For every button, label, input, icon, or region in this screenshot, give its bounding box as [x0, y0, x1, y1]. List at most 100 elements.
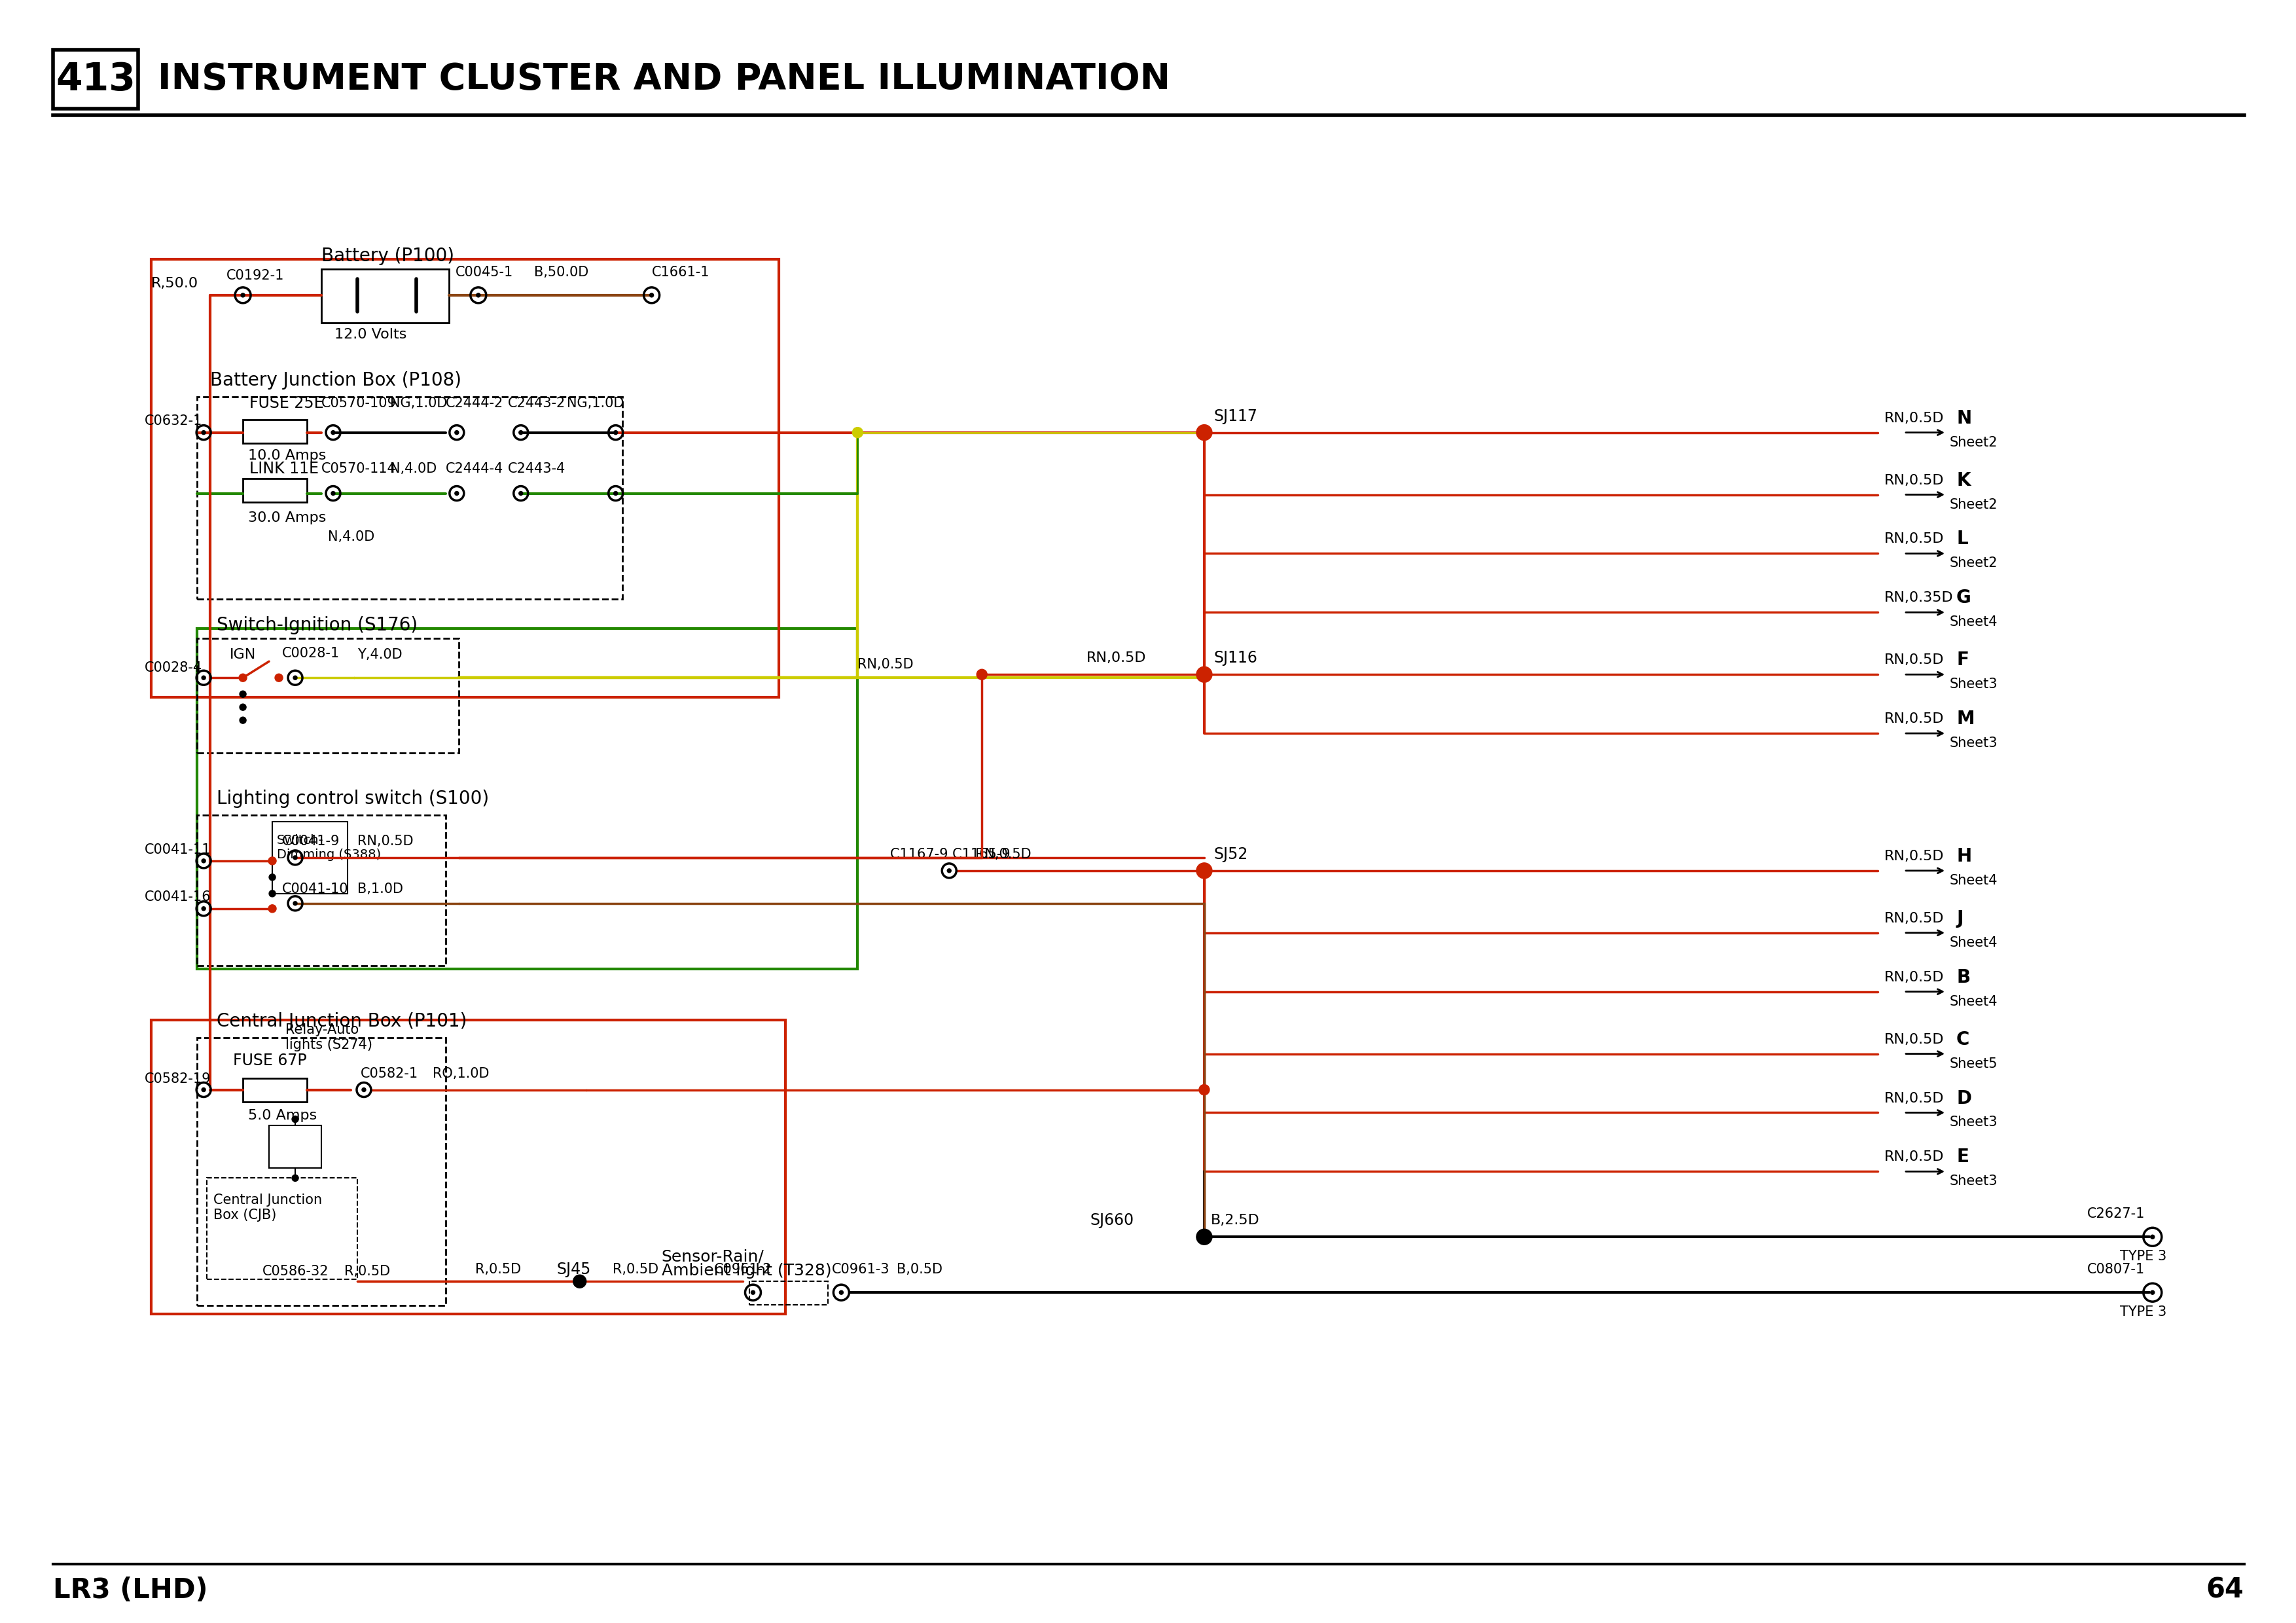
Text: RN,0.5D: RN,0.5D [1885, 532, 1945, 545]
Circle shape [363, 1087, 365, 1092]
Bar [243, 419, 308, 443]
Text: C2444-2: C2444-2 [445, 396, 503, 409]
Text: C0582-19: C0582-19 [145, 1073, 211, 1086]
Text: SJ52: SJ52 [1215, 847, 1249, 862]
Circle shape [650, 294, 654, 297]
Circle shape [202, 859, 207, 863]
Text: INSTRUMENT CLUSTER AND PANEL ILLUMINATION: INSTRUMENT CLUSTER AND PANEL ILLUMINATIO… [158, 62, 1171, 97]
Text: B,1.0D: B,1.0D [358, 883, 404, 896]
Circle shape [948, 868, 951, 873]
Circle shape [294, 901, 296, 906]
Text: C2627-1: C2627-1 [2087, 1208, 2144, 1220]
Text: C2443-4: C2443-4 [507, 463, 565, 476]
Circle shape [202, 1087, 207, 1092]
Text: C2443-2: C2443-2 [507, 396, 565, 409]
Text: RN,0.5D: RN,0.5D [1885, 712, 1945, 725]
Text: TYPE 3: TYPE 3 [2119, 1250, 2167, 1263]
Text: B,50.0D: B,50.0D [535, 266, 588, 279]
Text: 30.0 Amps: 30.0 Amps [248, 511, 326, 524]
Text: C0961-3: C0961-3 [831, 1263, 889, 1276]
Bar [243, 479, 308, 502]
Text: 12.0 Volts: 12.0 Volts [335, 328, 406, 341]
Text: Sheet5: Sheet5 [1949, 1057, 1998, 1070]
Text: M: M [1956, 709, 1975, 729]
Circle shape [613, 430, 618, 435]
Text: 413: 413 [55, 60, 135, 97]
Text: RN,0.5D: RN,0.5D [1885, 971, 1945, 984]
Circle shape [239, 691, 246, 698]
Circle shape [455, 430, 459, 435]
Circle shape [276, 674, 282, 682]
Text: Central Junction
Box (CJB): Central Junction Box (CJB) [214, 1193, 321, 1222]
Text: L: L [1956, 531, 1968, 549]
Circle shape [269, 857, 276, 865]
Text: FUSE 25E: FUSE 25E [250, 396, 324, 411]
Circle shape [239, 704, 246, 711]
Text: C0807-1: C0807-1 [2087, 1263, 2144, 1276]
Text: Battery (P100): Battery (P100) [321, 247, 455, 265]
Circle shape [613, 492, 618, 495]
Text: 10.0 Amps: 10.0 Amps [248, 450, 326, 463]
Bar [273, 821, 347, 894]
Bar [207, 1178, 358, 1279]
Circle shape [269, 904, 276, 912]
Text: J: J [1956, 909, 1963, 928]
Circle shape [239, 674, 246, 682]
Circle shape [202, 675, 207, 680]
Text: R,0.5D: R,0.5D [613, 1263, 659, 1276]
Text: Central Junction Box (P101): Central Junction Box (P101) [216, 1011, 466, 1031]
Text: IGN: IGN [230, 648, 257, 662]
Text: C0041-9: C0041-9 [282, 834, 340, 847]
Bar [197, 628, 859, 969]
Text: C0582-1: C0582-1 [360, 1066, 418, 1079]
Bar [197, 815, 445, 966]
Text: N,4.0D: N,4.0D [328, 531, 374, 544]
Bar [152, 1019, 785, 1315]
Text: C0041-10: C0041-10 [282, 883, 349, 896]
Text: C0586-32: C0586-32 [262, 1264, 328, 1277]
Text: Lighting control switch (S100): Lighting control switch (S100) [216, 789, 489, 808]
Text: TYPE 3: TYPE 3 [2119, 1305, 2167, 1318]
Text: RN,0.5D: RN,0.5D [1086, 651, 1146, 665]
Text: Sheet2: Sheet2 [1949, 437, 1998, 450]
Circle shape [239, 717, 246, 724]
Bar [751, 1282, 829, 1305]
Circle shape [519, 430, 523, 435]
Text: C: C [1956, 1031, 1970, 1048]
Text: SJ116: SJ116 [1215, 651, 1258, 665]
Text: C0028-4: C0028-4 [145, 662, 202, 675]
Circle shape [2151, 1235, 2154, 1238]
Text: C0041-16: C0041-16 [145, 891, 211, 904]
Bar [53, 50, 138, 109]
Text: RN,0.5D: RN,0.5D [1885, 412, 1945, 425]
Text: Sensor-Rain/: Sensor-Rain/ [661, 1248, 765, 1264]
Bar [243, 1078, 308, 1102]
Text: C2444-4: C2444-4 [445, 463, 503, 476]
Text: B: B [1956, 967, 1970, 987]
Circle shape [294, 675, 296, 680]
Text: Sheet2: Sheet2 [1949, 498, 1998, 511]
Text: Sheet3: Sheet3 [1949, 737, 1998, 750]
Text: Sheet2: Sheet2 [1949, 557, 1998, 570]
Text: Switch-
Dimming (S388): Switch- Dimming (S388) [278, 834, 381, 862]
Text: B,0.5D: B,0.5D [898, 1263, 944, 1276]
Text: R,0.5D: R,0.5D [475, 1263, 521, 1276]
Text: SJ45: SJ45 [558, 1261, 590, 1277]
Circle shape [976, 669, 987, 680]
Circle shape [294, 855, 296, 860]
Text: B,2.5D: B,2.5D [1210, 1214, 1261, 1227]
Bar [197, 396, 622, 599]
Text: R,0.5D: R,0.5D [344, 1264, 390, 1277]
Text: RN,0.5D: RN,0.5D [859, 659, 914, 672]
Text: Y,4.0D: Y,4.0D [358, 648, 402, 662]
Text: LR3 (LHD): LR3 (LHD) [53, 1576, 209, 1604]
Circle shape [519, 492, 523, 495]
Text: 5.0 Amps: 5.0 Amps [248, 1110, 317, 1123]
Circle shape [1196, 863, 1212, 878]
Text: F: F [1956, 651, 1968, 669]
Text: Ambient light (T328): Ambient light (T328) [661, 1263, 831, 1279]
Bar [269, 1126, 321, 1169]
Circle shape [269, 891, 276, 898]
Circle shape [751, 1290, 755, 1295]
Circle shape [1199, 1084, 1210, 1096]
